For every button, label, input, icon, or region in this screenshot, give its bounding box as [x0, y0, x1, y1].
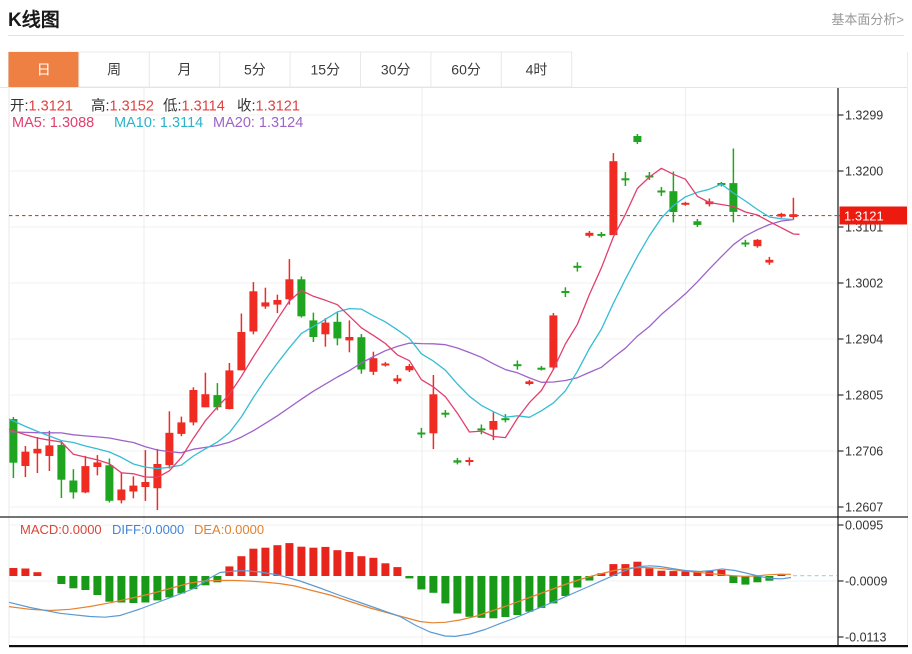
svg-text:-0.0113: -0.0113 [845, 630, 887, 644]
svg-text:1.3200: 1.3200 [845, 164, 883, 178]
svg-text:1.2805: 1.2805 [845, 388, 883, 402]
svg-text:月: 月 [178, 62, 192, 78]
svg-text:4时: 4时 [526, 62, 548, 78]
svg-text:K线图: K线图 [8, 8, 60, 31]
svg-text:1.3121: 1.3121 [844, 208, 884, 223]
svg-text:1.3002: 1.3002 [845, 276, 883, 290]
svg-text:基本面分析>: 基本面分析> [831, 12, 904, 27]
svg-text:30分: 30分 [381, 62, 411, 78]
svg-text:5分: 5分 [244, 62, 266, 78]
svg-text:周: 周 [107, 62, 121, 78]
svg-text:60分: 60分 [451, 62, 481, 78]
svg-text:日: 日 [37, 62, 51, 78]
svg-text:1.2607: 1.2607 [845, 500, 883, 514]
svg-text:-0.0009: -0.0009 [845, 574, 887, 588]
svg-text:1.2706: 1.2706 [845, 444, 883, 458]
svg-text:1.3299: 1.3299 [845, 108, 883, 122]
svg-text:1.2904: 1.2904 [845, 332, 883, 346]
svg-text:15分: 15分 [311, 62, 341, 78]
svg-text:0.0095: 0.0095 [845, 518, 883, 532]
